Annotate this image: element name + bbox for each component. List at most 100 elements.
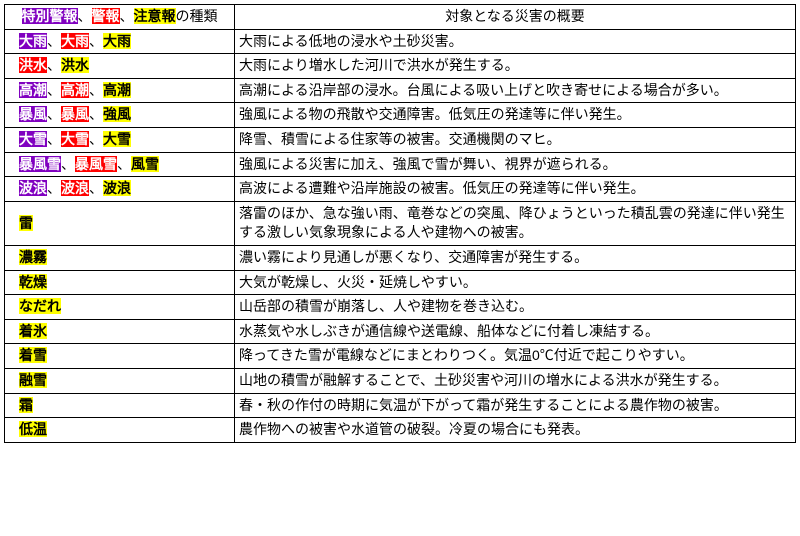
description-cell: 大雨により増水した河川で洪水が発生する。 — [235, 54, 796, 79]
separator: 、 — [120, 8, 134, 24]
table-row: 大雪、大雪、大雪降雪、積雪による住家等の被害。交通機関のマヒ。 — [5, 127, 796, 152]
table-row: 融雪 山地の積雪が融解することで、土砂災害や河川の増水による洪水が発生する。 — [5, 368, 796, 393]
separator: 、 — [89, 180, 103, 196]
description-cell: 農作物への被害や水道管の破裂。冷夏の場合にも発表。 — [235, 418, 796, 443]
separator: 、 — [47, 180, 61, 196]
description-cell: 水蒸気や水しぶきが通信線や送電線、船体などに付着し凍結する。 — [235, 319, 796, 344]
separator: 、 — [89, 82, 103, 98]
table-row: なだれ 山岳部の積雪が崩落し、人や建物を巻き込む。 — [5, 295, 796, 320]
type-cell: 洪水、洪水 — [5, 54, 235, 79]
special-tag: 大雪 — [19, 131, 47, 147]
description-cell: 山地の積雪が融解することで、土砂災害や河川の増水による洪水が発生する。 — [235, 368, 796, 393]
description-cell: 大雨による低地の浸水や土砂災害。 — [235, 29, 796, 54]
header-types: 特別警報、警報、注意報の種類 — [5, 5, 235, 30]
advisory-tag: 低温 — [19, 421, 47, 437]
advisory-tag: 高潮 — [103, 82, 131, 98]
separator: 、 — [117, 156, 131, 172]
type-cell: 低温 — [5, 418, 235, 443]
table-row: 暴風、暴風、強風強風による物の飛散や交通障害。低気圧の発達等に伴い発生。 — [5, 103, 796, 128]
warning-tag: 暴風 — [61, 106, 89, 122]
separator: 、 — [61, 156, 75, 172]
special-label: 特別警報 — [22, 8, 78, 24]
warning-tag: 波浪 — [61, 180, 89, 196]
separator: 、 — [89, 33, 103, 49]
advisory-tag: 着氷 — [19, 323, 47, 339]
advisory-tag: 乾燥 — [19, 274, 47, 290]
separator: 、 — [47, 33, 61, 49]
warning-tag: 洪水 — [19, 57, 47, 73]
header-description: 対象となる災害の概要 — [235, 5, 796, 30]
advisory-tag: 大雪 — [103, 131, 131, 147]
table-row: 霜 春・秋の作付の時期に気温が下がって霜が発生することによる農作物の被害。 — [5, 393, 796, 418]
header-suffix: の種類 — [176, 8, 218, 24]
description-cell: 降雪、積雪による住家等の被害。交通機関のマヒ。 — [235, 127, 796, 152]
description-cell: 濃い霧により見通しが悪くなり、交通障害が発生する。 — [235, 245, 796, 270]
type-cell: 雷 — [5, 201, 235, 245]
table-row: 濃霧 濃い霧により見通しが悪くなり、交通障害が発生する。 — [5, 245, 796, 270]
type-cell: 融雪 — [5, 368, 235, 393]
table-row: 雷 落雷のほか、急な強い雨、竜巻などの突風、降ひょうといった積乱雲の発達に伴い発生… — [5, 201, 796, 245]
table-row: 着氷 水蒸気や水しぶきが通信線や送電線、船体などに付着し凍結する。 — [5, 319, 796, 344]
separator: 、 — [47, 131, 61, 147]
type-cell: 大雨、大雨、大雨 — [5, 29, 235, 54]
separator: 、 — [78, 8, 92, 24]
special-tag: 波浪 — [19, 180, 47, 196]
table-body: 大雨、大雨、大雨大雨による低地の浸水や土砂災害。洪水、洪水大雨により増水した河川… — [5, 29, 796, 442]
advisory-tag: 大雨 — [103, 33, 131, 49]
special-tag: 暴風 — [19, 106, 47, 122]
type-cell: 暴風、暴風、強風 — [5, 103, 235, 128]
separator: 、 — [47, 82, 61, 98]
table-row: 大雨、大雨、大雨大雨による低地の浸水や土砂災害。 — [5, 29, 796, 54]
table-header-row: 特別警報、警報、注意報の種類 対象となる災害の概要 — [5, 5, 796, 30]
type-cell: 霜 — [5, 393, 235, 418]
type-cell: なだれ — [5, 295, 235, 320]
warning-types-table: 特別警報、警報、注意報の種類 対象となる災害の概要 大雨、大雨、大雨大雨による低… — [4, 4, 796, 443]
warning-tag: 大雪 — [61, 131, 89, 147]
table-row: 高潮、高潮、高潮高潮による沿岸部の浸水。台風による吸い上げと吹き寄せによる場合が… — [5, 78, 796, 103]
description-cell: 春・秋の作付の時期に気温が下がって霜が発生することによる農作物の被害。 — [235, 393, 796, 418]
advisory-tag: 雷 — [19, 215, 33, 231]
table-row: 乾燥 大気が乾燥し、火災・延焼しやすい。 — [5, 270, 796, 295]
advisory-tag: 波浪 — [103, 180, 131, 196]
description-cell: 高潮による沿岸部の浸水。台風による吸い上げと吹き寄せによる場合が多い。 — [235, 78, 796, 103]
advisory-tag: 濃霧 — [19, 249, 47, 265]
advisory-tag: 洪水 — [61, 57, 89, 73]
advisory-tag: 風雪 — [131, 156, 159, 172]
table-row: 波浪、波浪、波浪高波による遭難や沿岸施設の被害。低気圧の発達等に伴い発生。 — [5, 177, 796, 202]
type-cell: 暴風雪、暴風雪、風雪 — [5, 152, 235, 177]
table-row: 着雪 降ってきた雪が電線などにまとわりつく。気温0℃付近で起こりやすい。 — [5, 344, 796, 369]
description-cell: 強風による物の飛散や交通障害。低気圧の発達等に伴い発生。 — [235, 103, 796, 128]
special-tag: 暴風雪 — [19, 156, 61, 172]
description-cell: 落雷のほか、急な強い雨、竜巻などの突風、降ひょうといった積乱雲の発達に伴い発生す… — [235, 201, 796, 245]
advisory-tag: 融雪 — [19, 372, 47, 388]
description-cell: 高波による遭難や沿岸施設の被害。低気圧の発達等に伴い発生。 — [235, 177, 796, 202]
warning-label: 警報 — [92, 8, 120, 24]
table-row: 暴風雪、暴風雪、風雪強風による災害に加え、強風で雪が舞い、視界が遮られる。 — [5, 152, 796, 177]
separator: 、 — [47, 57, 61, 73]
warning-tag: 高潮 — [61, 82, 89, 98]
advisory-tag: なだれ — [19, 298, 61, 314]
description-cell: 山岳部の積雪が崩落し、人や建物を巻き込む。 — [235, 295, 796, 320]
type-cell: 着雪 — [5, 344, 235, 369]
type-cell: 波浪、波浪、波浪 — [5, 177, 235, 202]
description-cell: 大気が乾燥し、火災・延焼しやすい。 — [235, 270, 796, 295]
type-cell: 乾燥 — [5, 270, 235, 295]
advisory-tag: 強風 — [103, 106, 131, 122]
description-cell: 降ってきた雪が電線などにまとわりつく。気温0℃付近で起こりやすい。 — [235, 344, 796, 369]
special-tag: 大雨 — [19, 33, 47, 49]
type-cell: 濃霧 — [5, 245, 235, 270]
separator: 、 — [89, 131, 103, 147]
separator: 、 — [89, 106, 103, 122]
type-cell: 大雪、大雪、大雪 — [5, 127, 235, 152]
description-cell: 強風による災害に加え、強風で雪が舞い、視界が遮られる。 — [235, 152, 796, 177]
advisory-tag: 霜 — [19, 397, 33, 413]
type-cell: 着氷 — [5, 319, 235, 344]
warning-tag: 暴風雪 — [75, 156, 117, 172]
table-row: 洪水、洪水大雨により増水した河川で洪水が発生する。 — [5, 54, 796, 79]
advisory-tag: 着雪 — [19, 347, 47, 363]
warning-tag: 大雨 — [61, 33, 89, 49]
type-cell: 高潮、高潮、高潮 — [5, 78, 235, 103]
separator: 、 — [47, 106, 61, 122]
table-row: 低温 農作物への被害や水道管の破裂。冷夏の場合にも発表。 — [5, 418, 796, 443]
advisory-label: 注意報 — [134, 8, 176, 24]
